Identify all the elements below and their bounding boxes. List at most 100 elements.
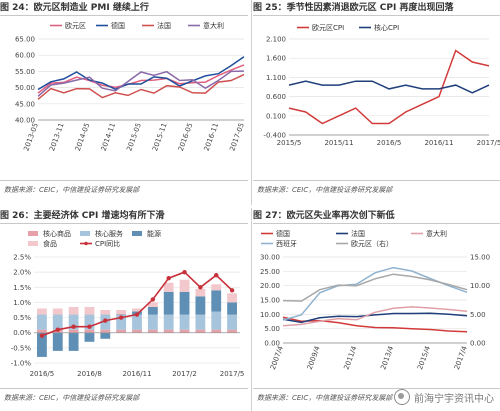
cpi-chart: 欧元区CPI 核心CPI -0.400 0.100 0.600 1.100 1.600 2.1… — [263, 23, 500, 147]
x-tick-label: 2013-05 — [22, 122, 40, 152]
x-tick-label: 2016-05 — [177, 122, 195, 152]
bar-segment — [132, 308, 142, 312]
panel-cpi-breakdown: 图 26：主要经济体 CPI 增速均有所下滑 核心商品 核心服务 能源 食品 CPI同比… — [0, 208, 250, 411]
y2-tick-label: 5.00 — [470, 311, 486, 319]
bar-segment — [37, 314, 47, 330]
bar-segment — [195, 329, 206, 333]
y-tick-label: -0.400 — [263, 132, 286, 140]
y-tick-label: 2.0% — [13, 269, 31, 277]
bar-segment — [211, 290, 222, 312]
bar-segment — [147, 314, 158, 330]
y-tick-label: 10.00 — [260, 311, 280, 319]
bar-segment — [68, 329, 79, 333]
pmi-chart: 欧元区 德国 法国 意大利 40.00 45.00 50.00 55.00 60.00 65.00… — [15, 21, 246, 152]
legend-label: 能源 — [147, 229, 161, 238]
y-tick-label: 50.00 — [15, 84, 35, 92]
divider — [253, 15, 500, 16]
bar-segment — [179, 314, 190, 330]
y-tick-label: 0.600 — [266, 93, 286, 101]
series-marker — [229, 288, 235, 293]
bar-segment — [179, 329, 190, 333]
bar-segment — [116, 314, 127, 316]
bar-segment — [195, 314, 206, 330]
legend-label: 欧元区 — [65, 21, 86, 30]
series-marker — [118, 315, 124, 320]
x-tick-label: 2007/4 — [269, 344, 285, 370]
bar-segment — [68, 306, 79, 315]
series-marker — [71, 324, 76, 329]
legend-label: 德国 — [111, 21, 125, 30]
series-line — [37, 73, 245, 100]
bar-segment — [52, 308, 63, 315]
y-tick-label: 5.00 — [264, 325, 280, 333]
x-tick-label: 2017/5 — [477, 139, 500, 147]
bar-segment — [37, 329, 47, 333]
y-tick-label: 2.100 — [266, 36, 286, 44]
legend-label: 核心CPI — [374, 23, 399, 32]
x-tick-label: 2017-05 — [228, 122, 246, 152]
series-marker — [103, 318, 108, 323]
y-tick-label: 40.00 — [15, 117, 35, 125]
panel-title: 图 24：欧元区制造业 PMI 继续上行 — [0, 0, 250, 16]
bar-segment — [68, 314, 79, 330]
bar-segment — [132, 329, 142, 333]
divider — [0, 15, 248, 16]
bar-segment — [211, 311, 222, 330]
series-marker — [55, 327, 60, 332]
x-tick-label: 2013/4 — [379, 344, 395, 370]
panel-title: 图 25：季节性因素消退欧元区 CPI 再度出现回落 — [253, 0, 500, 16]
x-tick-label: 2017/4 — [453, 344, 469, 370]
x-tick-label: 2015/4 — [416, 344, 432, 370]
bar-segment — [100, 310, 111, 315]
y2-tick-label: 15.00 — [470, 254, 490, 262]
bar-segment — [163, 282, 174, 292]
series-marker — [214, 272, 219, 278]
bar-segment — [116, 310, 127, 315]
x-tick-label: 2015-05 — [125, 122, 143, 152]
legend-label: 欧元区CPI — [312, 23, 344, 32]
divider — [251, 208, 252, 411]
series-marker — [87, 324, 92, 329]
x-tick-label: 2015/11 — [324, 139, 353, 147]
divider — [0, 388, 248, 389]
y-tick-label: 1.5% — [13, 284, 31, 292]
bar-segment — [227, 302, 237, 315]
chart-title: 图 24：欧元区制造业 PMI 继续上行 — [0, 3, 149, 13]
bar-segment — [147, 302, 158, 307]
legend-label: 法国 — [351, 229, 365, 238]
panel-unemployment: 图 27：欧元区失业率再次创下新低 德国 法国 意大利 西班牙 欧元区（右） 0.00 5.… — [253, 208, 500, 411]
series-marker — [39, 333, 45, 338]
series-marker — [134, 312, 140, 317]
x-tick-label: 2011/4 — [343, 344, 359, 370]
bar-segment — [227, 329, 237, 333]
series-line — [282, 316, 468, 333]
series-line — [282, 273, 468, 302]
y-tick-label: 65.00 — [15, 36, 35, 44]
bar-segment — [195, 296, 206, 315]
bar-segment — [147, 306, 158, 315]
bar-segment — [227, 314, 237, 330]
bar-segment — [37, 308, 47, 315]
x-tick-label: 2016/11 — [122, 370, 151, 378]
chart-source: 数据来源：CEIC，中信建投证券研究发展部 — [257, 186, 393, 194]
y-tick-label: 1.100 — [266, 74, 286, 82]
y2-tick-label: 10.00 — [470, 282, 490, 290]
x-tick-label: 2016/11 — [424, 139, 453, 147]
bar-segment — [163, 291, 174, 315]
bar-segment — [52, 314, 63, 330]
legend-label: CPI同比 — [95, 239, 120, 248]
y-tick-label: 30.00 — [260, 254, 280, 262]
bar-segment — [68, 332, 79, 351]
legend-label: 核心商品 — [43, 229, 71, 238]
divider — [0, 223, 248, 224]
y-tick-label: -1.0% — [11, 360, 32, 368]
legend-label: 食品 — [43, 239, 57, 248]
series-line — [282, 312, 468, 324]
legend-label: 核心服务 — [95, 229, 123, 238]
bar-segment — [37, 332, 47, 357]
y-tick-label: 1.600 — [266, 55, 286, 63]
bar-segment — [84, 306, 95, 315]
divider — [253, 180, 500, 181]
